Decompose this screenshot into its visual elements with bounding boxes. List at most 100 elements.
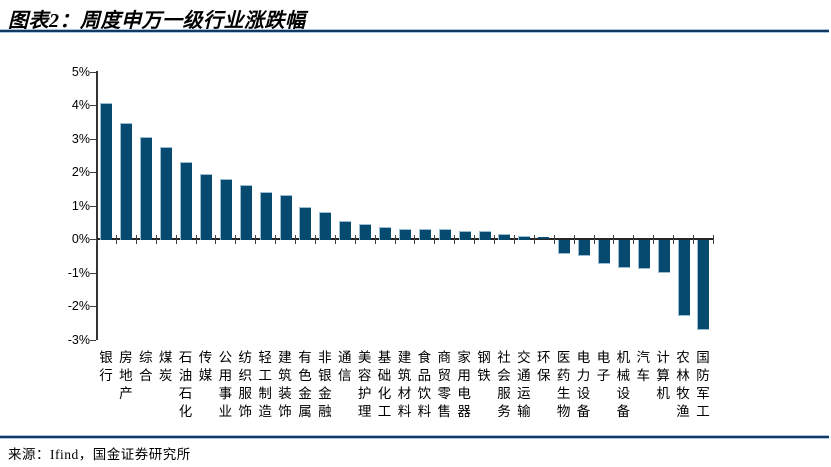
y-axis-tick-label: -3%	[67, 332, 90, 347]
bar	[180, 161, 193, 240]
bar	[677, 240, 690, 317]
x-axis-tick	[354, 235, 356, 244]
y-axis-tick-label: -1%	[67, 265, 90, 280]
x-axis-tick	[235, 235, 237, 244]
x-axis-tick	[494, 235, 495, 244]
bar	[478, 230, 491, 240]
bar	[279, 195, 292, 240]
bar	[538, 237, 550, 239]
x-axis-label: 环 保	[536, 350, 551, 383]
x-axis-label: 有 色 金 属	[298, 350, 312, 419]
y-axis-tick-label: 5%	[71, 64, 90, 79]
x-axis-tick	[414, 235, 416, 244]
x-axis-tick	[215, 235, 217, 244]
x-axis-label: 房 地 产	[119, 350, 133, 401]
bar	[438, 228, 451, 240]
bar	[697, 240, 710, 330]
bar	[199, 173, 212, 240]
bar	[219, 178, 232, 240]
y-axis-tick	[90, 339, 96, 341]
x-axis-tick	[693, 235, 694, 244]
y-axis-tick	[90, 71, 96, 73]
y-axis-tick-label: 0%	[71, 232, 90, 246]
bar	[299, 207, 312, 240]
x-axis-tick	[573, 235, 575, 244]
bar	[597, 240, 610, 265]
x-axis-label: 非 银 金 融	[318, 350, 332, 419]
y-axis-tick	[90, 138, 96, 140]
x-axis-tick	[593, 235, 595, 244]
bar	[319, 212, 332, 240]
bar	[100, 103, 113, 240]
x-axis-label: 医 药 生 物	[556, 350, 571, 419]
x-axis-label: 商 贸 零 售	[437, 350, 451, 419]
title-rule	[0, 29, 829, 33]
bar	[558, 240, 571, 255]
x-axis-label: 电 力 设 备	[576, 350, 591, 419]
y-axis-tick-label: -2%	[67, 299, 90, 313]
y-axis-tick-label: 1%	[71, 198, 90, 213]
x-axis-tick	[394, 235, 396, 244]
y-axis-tick-label: 2%	[71, 165, 90, 179]
source-text: 来源：Ifind，国金证券研究所	[8, 447, 191, 462]
bar	[458, 230, 471, 240]
bar	[518, 235, 531, 240]
x-axis-label: 国 防 军 工	[696, 350, 710, 419]
x-axis-label: 钢 铁	[477, 350, 491, 383]
y-axis-tick	[90, 105, 96, 106]
y-axis-tick	[90, 239, 96, 240]
x-axis-tick	[712, 235, 714, 244]
x-axis-tick	[673, 235, 675, 244]
x-axis-tick	[533, 235, 535, 244]
bar	[617, 240, 630, 268]
x-axis-label: 食 品 饮 料	[417, 350, 432, 419]
bar	[120, 123, 133, 240]
x-axis-tick	[115, 235, 117, 244]
x-axis-tick	[314, 235, 316, 244]
footer-rule	[0, 435, 829, 439]
x-axis-tick	[454, 235, 456, 244]
x-axis-label: 家 用 电 器	[457, 350, 471, 419]
x-axis-tick	[613, 235, 615, 244]
x-axis-label: 建 筑 装 饰	[278, 350, 292, 419]
x-axis-label: 传 媒	[198, 350, 213, 383]
x-axis-tick	[195, 235, 197, 244]
x-axis-label: 社 会 服 务	[497, 350, 511, 419]
x-axis-tick	[653, 235, 655, 244]
y-axis-tick-label: 3%	[71, 131, 90, 146]
x-axis-label: 基 础 化 工	[377, 350, 392, 419]
x-axis-label: 建 筑 材 料	[397, 350, 412, 419]
bar	[498, 233, 511, 240]
bar	[398, 228, 411, 240]
x-axis-label: 通 信	[337, 350, 352, 383]
x-axis-tick	[474, 235, 476, 244]
bar	[359, 223, 372, 240]
x-axis-label: 石 油 石 化	[178, 350, 193, 419]
x-axis-label: 煤 炭	[158, 350, 173, 383]
bar	[637, 240, 650, 270]
bar	[239, 185, 252, 240]
x-axis-tick	[434, 235, 436, 244]
chart-area: 5% 4% 3% 2% 1% 0% -1% -2% -3% 银 行房 地 产综 合煤 炭石 油 石…	[67, 64, 714, 419]
bar	[140, 136, 153, 240]
x-axis-label: 汽 车	[636, 350, 650, 383]
bar	[578, 240, 591, 257]
figure-title: 图表2：周度申万一级行业涨跌幅	[8, 10, 306, 32]
y-axis-tick-label: 4%	[71, 98, 90, 112]
x-axis-tick	[96, 235, 97, 244]
y-axis-tick	[90, 172, 96, 173]
x-axis-tick	[295, 235, 296, 244]
y-axis-tick	[90, 205, 96, 207]
x-axis-tick	[633, 235, 635, 244]
x-axis-tick	[275, 235, 277, 244]
x-axis-tick	[374, 235, 376, 244]
x-axis-tick	[255, 235, 257, 244]
x-axis-tick	[155, 235, 157, 244]
x-axis-tick	[135, 235, 137, 244]
x-axis-label: 农 林 牧 渔	[676, 350, 690, 419]
x-axis-label: 交 通 运 输	[517, 350, 531, 419]
x-axis-label: 公 用 事 业	[218, 350, 233, 419]
bar	[259, 192, 272, 240]
x-axis-label: 计 算 机	[656, 350, 670, 401]
